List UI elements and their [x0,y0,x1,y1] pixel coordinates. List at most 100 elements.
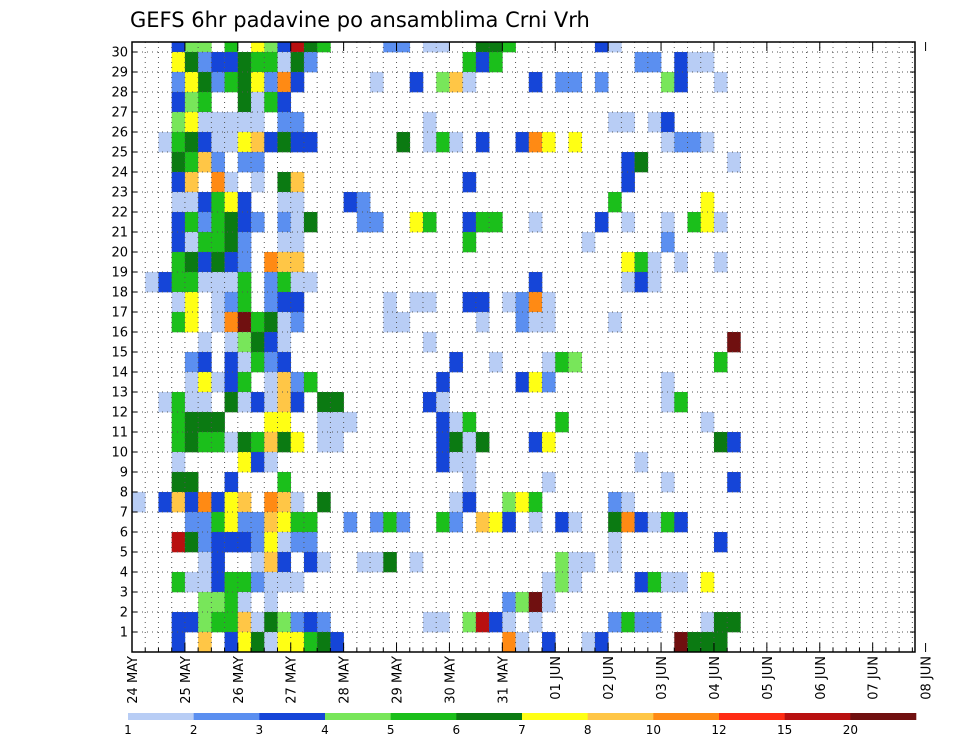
colorbar-segment [653,713,719,720]
y-tick-label: 26 [111,126,128,141]
precip-cell [238,52,252,72]
precip-cell [582,632,596,652]
precip-cell [688,632,702,652]
precip-cell [251,432,265,452]
precip-cell [436,372,450,392]
precip-cell [423,112,437,132]
precip-cell [172,492,186,512]
precip-cell [198,352,212,372]
precip-cell [185,312,199,332]
y-tick-label: 29 [111,66,128,81]
y-tick-label: 11 [111,426,128,441]
precip-cell [211,572,225,592]
x-tick-label: 01 JUN [549,656,564,700]
precip-cell [635,152,649,172]
precip-cell [529,292,543,312]
precip-cell [568,352,582,372]
precip-cell [238,112,252,132]
precip-cell [251,532,265,552]
precip-cell [277,112,291,132]
precip-cell [529,512,543,532]
precip-cell [264,552,278,572]
precip-cell [688,52,702,72]
precip-cell [172,532,186,552]
precip-cell [370,552,384,572]
precip-cell [714,612,728,632]
precip-cell [688,132,702,152]
precip-cell [317,392,331,412]
precip-cell [277,52,291,72]
precip-cell [185,532,199,552]
precip-cell [727,472,741,492]
colorbar-segment [850,713,916,720]
precip-cell [264,592,278,612]
precip-cell [185,292,199,312]
precip-cell [304,632,318,652]
precip-cell [291,232,305,252]
y-tick-label: 8 [120,486,128,501]
precip-cell [277,42,291,52]
precip-cell [264,452,278,472]
precip-cell [198,132,212,152]
precip-cell [198,612,212,632]
precip-cell [185,172,199,192]
precip-cell [317,42,331,52]
precip-cell [198,152,212,172]
x-tick-label: 02 JUN [602,656,617,700]
precip-cell [198,572,212,592]
y-tick-label: 1 [120,626,128,641]
precip-cell [383,42,397,52]
precip-cell [674,572,688,592]
precip-cell [277,392,291,412]
precip-cell [185,272,199,292]
precip-cell [529,592,543,612]
precip-cell [251,452,265,472]
precip-cell [198,272,212,292]
precip-cell [238,612,252,632]
precip-cell [621,172,635,192]
precip-cell [211,172,225,192]
y-tick-label: 18 [111,286,128,301]
precip-cell [251,632,265,652]
precip-cell [304,132,318,152]
precip-cell [370,72,384,92]
precip-cell [463,52,477,72]
colorbar-segment [325,713,391,720]
y-tick-label: 5 [120,546,128,561]
precip-cell [489,212,503,232]
precip-cell [489,52,503,72]
precip-cell [449,132,463,152]
y-tick-label: 19 [111,266,128,281]
precip-cell [661,512,675,532]
precip-cell [277,532,291,552]
precip-cell [198,42,212,52]
precip-cell [317,612,331,632]
precip-cell [476,212,490,232]
precip-cell [727,612,741,632]
precip-cell [502,592,516,612]
precip-cell [211,192,225,212]
precip-cell [238,132,252,152]
precip-cell [251,52,265,72]
precip-cell [277,632,291,652]
precip-cell [158,132,172,152]
precip-cell [172,132,186,152]
precip-cell [264,252,278,272]
precip-cell [291,572,305,592]
precip-cell [277,552,291,572]
precip-cell [542,312,556,332]
colorbar-tick-label: 3 [256,723,264,737]
precip-cell [185,92,199,112]
colorbar-tick-label: 15 [777,723,792,737]
precip-cell [238,532,252,552]
precip-cell [397,132,411,152]
y-tick-label: 2 [120,606,128,621]
precip-cell [264,292,278,312]
precip-cell [238,372,252,392]
precip-cell [291,192,305,212]
precip-cell [410,552,424,572]
precip-cell [172,612,186,632]
precip-cell [264,72,278,92]
precip-cell [648,112,662,132]
precip-cell [277,352,291,372]
